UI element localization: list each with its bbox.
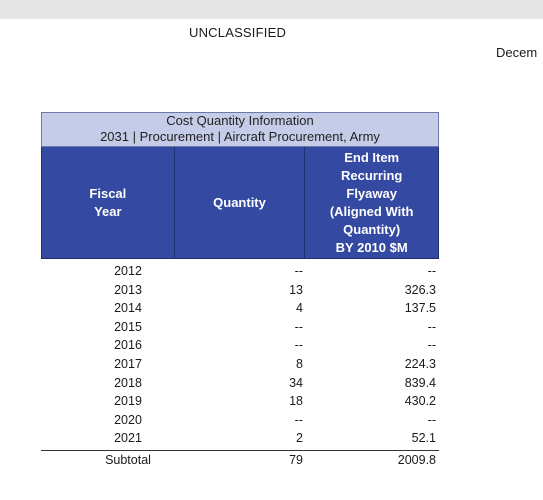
table-row: 2013 13 326.3 xyxy=(41,281,439,300)
header-quantity: Quantity xyxy=(174,147,306,259)
cell-cost: -- xyxy=(427,338,436,353)
table-body: 2012 -- -- 2013 13 326.3 2014 4 137.5 20… xyxy=(41,262,439,448)
cell-cost: -- xyxy=(427,319,436,334)
cell-year: 2015 xyxy=(114,319,142,334)
header-fiscal-year: Fiscal Year xyxy=(41,147,175,259)
cell-year: 2018 xyxy=(114,375,142,390)
cell-cost: 326.3 xyxy=(404,282,436,297)
cell-quantity: 18 xyxy=(289,394,303,409)
cell-quantity: 34 xyxy=(289,375,303,390)
subtotal-cost: 2009.8 xyxy=(397,452,436,467)
top-bar xyxy=(0,0,543,19)
table-title-band: Cost Quantity Information 2031 | Procure… xyxy=(41,112,439,147)
cell-quantity: -- xyxy=(294,338,303,353)
subtotal-quantity: 79 xyxy=(289,452,303,467)
cell-cost: 430.2 xyxy=(404,394,436,409)
cell-cost: 137.5 xyxy=(404,301,436,316)
table-row: 2019 18 430.2 xyxy=(41,392,439,411)
column-headers: Fiscal Year Quantity End Item Recurring … xyxy=(41,147,439,259)
table-row: 2017 8 224.3 xyxy=(41,355,439,374)
cost-quantity-table: Cost Quantity Information 2031 | Procure… xyxy=(41,112,439,469)
cell-cost: -- xyxy=(427,412,436,427)
cell-quantity: -- xyxy=(294,264,303,278)
table-row: 2020 -- -- xyxy=(41,411,439,430)
cell-year: 2021 xyxy=(114,431,142,446)
cell-year: 2013 xyxy=(114,282,142,297)
cell-year: 2017 xyxy=(114,356,142,371)
table-row: 2018 34 839.4 xyxy=(41,374,439,393)
cell-year: 2019 xyxy=(114,394,142,409)
table-title: Cost Quantity Information xyxy=(166,113,314,128)
cell-year: 2016 xyxy=(114,338,142,353)
cell-quantity: -- xyxy=(294,319,303,334)
cell-cost: -- xyxy=(427,264,436,278)
report-date: Decem xyxy=(496,45,538,60)
table-row: 2012 -- -- xyxy=(41,262,439,281)
cell-year: 2012 xyxy=(114,264,142,278)
cell-cost: 224.3 xyxy=(404,356,436,371)
subtotal-row: Subtotal 79 2009.8 xyxy=(41,449,439,469)
cell-quantity: 13 xyxy=(289,282,303,297)
cell-quantity: -- xyxy=(294,412,303,427)
cell-quantity: 8 xyxy=(296,356,303,371)
table-subtitle: 2031 | Procurement | Aircraft Procuremen… xyxy=(100,129,380,144)
table-row: 2015 -- -- xyxy=(41,318,439,337)
header-end-item-cost: End Item Recurring Flyaway (Aligned With… xyxy=(305,147,439,259)
table-row: 2016 -- -- xyxy=(41,336,439,355)
cell-year: 2020 xyxy=(114,412,142,427)
subtotal-label: Subtotal xyxy=(105,452,151,467)
cell-cost: 839.4 xyxy=(404,375,436,390)
cell-cost: 52.1 xyxy=(411,431,436,446)
table-row: 2021 2 52.1 xyxy=(41,429,439,448)
cell-quantity: 4 xyxy=(296,301,303,316)
cell-year: 2014 xyxy=(114,301,142,316)
classification-marking: UNCLASSIFIED xyxy=(189,25,287,40)
cell-quantity: 2 xyxy=(296,431,303,446)
table-row: 2014 4 137.5 xyxy=(41,299,439,318)
